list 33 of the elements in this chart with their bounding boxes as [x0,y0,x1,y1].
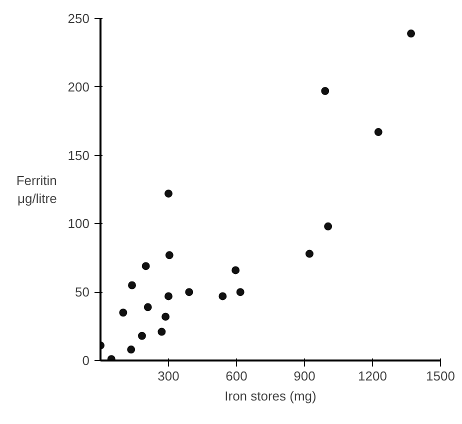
point [232,266,240,274]
point [165,251,174,260]
point [236,288,244,296]
point [119,308,128,317]
x-tick-label: 300 [158,368,180,384]
point [164,292,172,300]
point [138,332,146,340]
point [324,222,332,230]
point [164,190,172,198]
point [321,87,330,95]
point [144,303,152,312]
point [142,262,150,270]
y-tick-label: 200 [68,79,90,94]
point [374,128,382,136]
x-tick-label: 900 [294,368,316,384]
point [128,281,136,290]
point [407,30,416,38]
y-tick-label: 0 [82,353,90,368]
x-tick-label: 600 [226,368,248,384]
point [218,292,227,300]
y-tick-label: 50 [75,284,90,300]
point [127,346,136,354]
x-axis-title: Iron stores (mg) [224,388,316,404]
point [305,250,314,258]
point [158,328,166,336]
y-tick-label: 100 [68,216,90,232]
x-tick-label: 1200 [358,368,387,384]
x-tick-label: 1500 [426,368,455,384]
y-tick-label: 150 [68,148,90,163]
point [162,312,170,321]
y-tick-label: 250 [68,11,90,26]
y-axis-title: Ferritin μg/litre [16,173,57,206]
point [185,288,194,296]
